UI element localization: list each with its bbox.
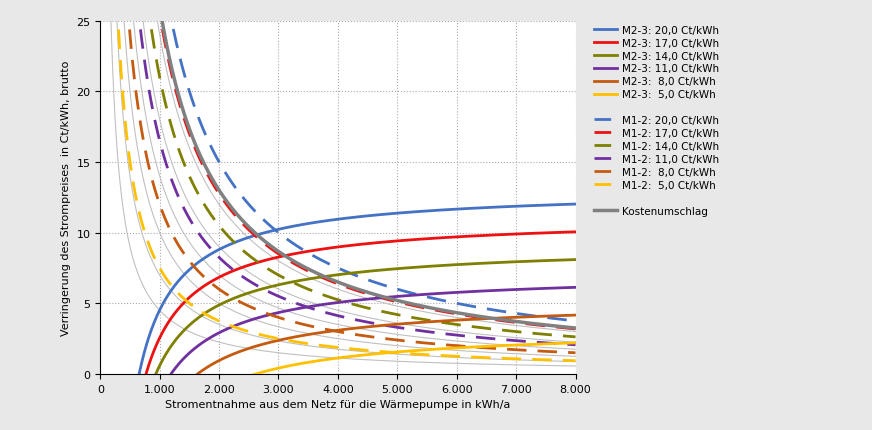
Y-axis label: Verringerung des Strompreises  in Ct/kWh, brutto: Verringerung des Strompreises in Ct/kWh,… — [61, 61, 71, 335]
Legend: M2-3: 20,0 Ct/kWh, M2-3: 17,0 Ct/kWh, M2-3: 14,0 Ct/kWh, M2-3: 11,0 Ct/kWh, M2-3: M2-3: 20,0 Ct/kWh, M2-3: 17,0 Ct/kWh, M2… — [589, 22, 724, 220]
X-axis label: Stromentnahme aus dem Netz für die Wärmepumpe in kWh/a: Stromentnahme aus dem Netz für die Wärme… — [165, 399, 511, 409]
